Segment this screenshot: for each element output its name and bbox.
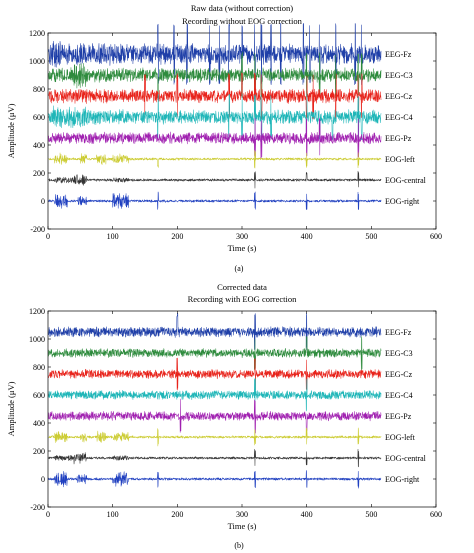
series-trace-eeg-c4 — [48, 378, 382, 412]
y-tick-label: 1000 — [29, 335, 45, 344]
series-label: EEG-Pz — [385, 412, 412, 421]
y-tick-label: 200 — [33, 447, 45, 456]
x-tick-label: 600 — [430, 510, 442, 519]
x-tick-label: 0 — [46, 232, 50, 241]
series-label: EEG-C4 — [385, 391, 413, 400]
series-label: EOG-central — [385, 454, 427, 463]
chart-title: Raw data (without correction) — [191, 3, 293, 13]
y-axis-label: Amplitude (μV) — [6, 381, 16, 436]
series-trace-eeg-cz — [48, 72, 382, 120]
series-trace-eeg-c3 — [48, 336, 382, 371]
x-tick-label: 200 — [171, 510, 183, 519]
x-axis-label: Time (s) — [228, 243, 257, 253]
series-label: EEG-C3 — [385, 71, 413, 80]
series-trace-eog-central — [48, 448, 382, 468]
series-trace-eog-left — [48, 150, 382, 169]
series-trace-eeg-pz — [48, 398, 382, 434]
chart-subtitle: Recording with EOG correction — [188, 294, 298, 304]
y-axis-label: Amplitude (μV) — [6, 103, 16, 158]
series-label: EOG-right — [385, 475, 420, 484]
y-tick-label: 200 — [33, 169, 45, 178]
x-tick-label: 100 — [107, 510, 119, 519]
series-trace-eeg-fz — [48, 22, 382, 86]
y-tick-label: 400 — [33, 419, 45, 428]
series-trace-eeg-cz — [48, 357, 382, 391]
x-tick-label: 200 — [171, 232, 183, 241]
chart-title: Corrected data — [217, 282, 267, 292]
x-axis-label: Time (s) — [228, 521, 257, 531]
x-tick-label: 500 — [365, 232, 377, 241]
y-tick-label: 800 — [33, 85, 45, 94]
series-trace-eeg-c4 — [48, 93, 382, 141]
y-tick-label: 0 — [41, 197, 45, 206]
y-tick-label: 1000 — [29, 57, 45, 66]
series-trace-eeg-c3 — [48, 51, 382, 99]
y-tick-label: 0 — [41, 475, 45, 484]
series-label: EEG-C4 — [385, 113, 413, 122]
x-tick-label: 100 — [107, 232, 119, 241]
x-tick-label: 600 — [430, 232, 442, 241]
y-tick-label: 600 — [33, 391, 45, 400]
chart-panel-a: Raw data (without correction) Recording w… — [6, 3, 442, 253]
panel-label: (b) — [234, 541, 244, 550]
series-label: EEG-Cz — [385, 92, 413, 101]
series-label: EEG-C3 — [385, 349, 413, 358]
y-tick-label: 400 — [33, 141, 45, 150]
series-label: EEG-Fz — [385, 328, 412, 337]
series-trace-eeg-fz — [48, 313, 382, 351]
series-trace-eeg-pz — [48, 117, 382, 159]
series-trace-eog-central — [48, 170, 382, 189]
panel-label: (a) — [235, 264, 244, 273]
y-tick-label: -200 — [30, 503, 45, 512]
y-tick-label: -200 — [30, 225, 45, 234]
x-tick-label: 300 — [236, 232, 248, 241]
series-label: EOG-central — [385, 176, 427, 185]
series-label: EOG-left — [385, 155, 416, 164]
series-trace-eog-left — [48, 427, 382, 447]
series-trace-eog-right — [48, 470, 382, 489]
chart-panel-b: Corrected data Recording with EOG correct… — [6, 282, 442, 531]
y-tick-label: 800 — [33, 363, 45, 372]
series-label: EEG-Pz — [385, 134, 412, 143]
y-tick-label: 1200 — [29, 307, 45, 316]
series-trace-eog-right — [48, 191, 382, 210]
y-tick-label: 600 — [33, 113, 45, 122]
series-label: EOG-right — [385, 197, 420, 206]
y-tick-label: 1200 — [29, 29, 45, 38]
series-label: EEG-Cz — [385, 370, 413, 379]
chart-subtitle: Recording without EOG correction — [182, 16, 302, 26]
series-label: EEG-Fz — [385, 50, 412, 59]
series-label: EOG-left — [385, 433, 416, 442]
x-tick-label: 300 — [236, 510, 248, 519]
x-tick-label: 400 — [301, 232, 313, 241]
x-tick-label: 500 — [365, 510, 377, 519]
plot-frame — [47, 310, 437, 508]
x-tick-label: 0 — [46, 510, 50, 519]
x-tick-label: 400 — [301, 510, 313, 519]
